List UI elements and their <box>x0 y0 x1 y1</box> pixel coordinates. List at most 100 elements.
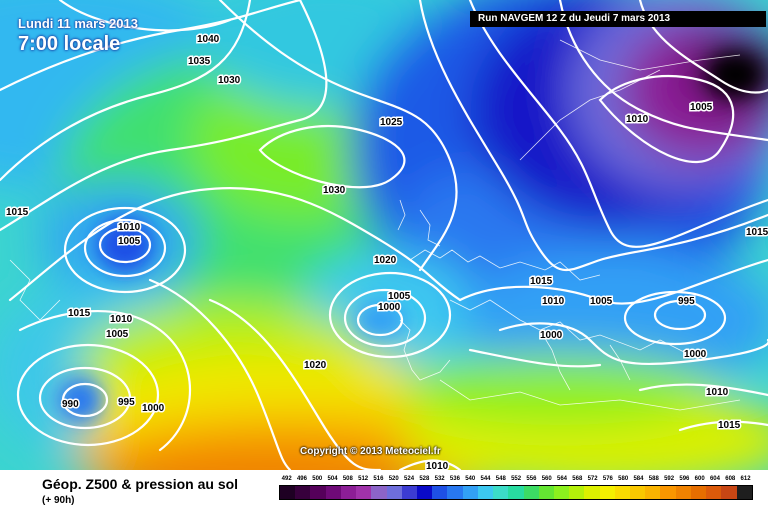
isobar-label: 1005 <box>118 236 141 247</box>
footer-bar: Géop. Z500 & pression au sol (+ 90h) 492… <box>0 470 768 512</box>
isobars <box>0 0 768 470</box>
model-run-banner: Run NAVGEM 12 Z du Jeudi 7 mars 2013 <box>470 11 766 27</box>
legend-tick-604: 604 <box>709 476 720 482</box>
isobar-label: 1025 <box>380 117 403 128</box>
legend-tick-600: 600 <box>694 476 705 482</box>
legend-swatch-528 <box>416 486 433 499</box>
legend-tick-544: 544 <box>480 476 491 482</box>
legend-tick-592: 592 <box>664 476 675 482</box>
isobar-label: 1005 <box>590 296 613 307</box>
isobar-label: 1010 <box>626 114 649 125</box>
isobar-label: 1010 <box>118 222 141 233</box>
legend-tick-516: 516 <box>373 476 384 482</box>
legend-tick-548: 548 <box>495 476 506 482</box>
legend-swatch-500 <box>310 486 326 499</box>
legend-tick-500: 500 <box>312 476 323 482</box>
legend-swatch-548 <box>493 486 509 499</box>
legend-tick-560: 560 <box>541 476 552 482</box>
isobar-label: 1020 <box>374 255 397 266</box>
isobar-label: 995 <box>118 397 135 408</box>
legend-swatch-572 <box>584 486 600 499</box>
legend-swatch-516 <box>371 486 387 499</box>
legend-swatch-492 <box>280 486 296 499</box>
isobar-label: 1040 <box>197 34 220 45</box>
isobar-label: 1010 <box>426 461 449 470</box>
legend-tick-576: 576 <box>602 476 613 482</box>
isobar-label: 1015 <box>6 207 29 218</box>
legend-swatch-588 <box>645 486 661 499</box>
z500-color-field <box>0 0 768 470</box>
legend-swatch-496 <box>295 486 311 499</box>
map-title: Géop. Z500 & pression au sol <box>42 476 239 492</box>
legend-tick-580: 580 <box>618 476 629 482</box>
legend-tick-524: 524 <box>404 476 415 482</box>
isobar-label: 1000 <box>378 302 401 313</box>
legend-tick-552: 552 <box>511 476 522 482</box>
legend-swatch-564 <box>553 486 570 499</box>
copyright-notice: Copyright © 2013 Meteociel.fr <box>300 446 441 457</box>
forecast-time: 7:00 locale <box>18 33 121 55</box>
legend-swatch-544 <box>477 486 494 499</box>
legend-swatch-600 <box>690 486 707 499</box>
legend-tick-504: 504 <box>327 476 338 482</box>
legend-tick-556: 556 <box>526 476 537 482</box>
legend-swatch-560 <box>538 486 554 499</box>
legend-swatch-536 <box>447 486 463 499</box>
geopotential-map: 1040 1035 1030 1025 1030 1015 1010 1005 … <box>0 0 768 470</box>
legend-swatch-552 <box>508 486 524 499</box>
isobar-label: 1000 <box>142 403 165 414</box>
isobar-label: 1015 <box>68 308 91 319</box>
isobar-label: 1030 <box>323 185 346 196</box>
legend-swatch-568 <box>569 486 585 499</box>
isobar-label: 1010 <box>542 296 565 307</box>
legend-tick-532: 532 <box>434 476 445 482</box>
isobar-label: 1015 <box>530 276 553 287</box>
legend-tick-528: 528 <box>419 476 430 482</box>
legend-swatch-608 <box>721 486 737 499</box>
isobar-label: 1010 <box>110 314 133 325</box>
legend-swatch-504 <box>325 486 341 499</box>
forecast-date: Lundi 11 mars 2013 <box>18 16 138 31</box>
legend-tick-496: 496 <box>296 476 307 482</box>
legend-tick-612: 612 <box>740 476 751 482</box>
isobar-label: 1005 <box>106 329 129 340</box>
legend-tick-labels: 492 496 500 504 508 512 516 520 524 528 532 536 540 5… <box>279 473 753 485</box>
legend-tick-564: 564 <box>556 476 567 482</box>
isobar-label: 1030 <box>218 75 241 86</box>
isobar-label: 1015 <box>718 420 741 431</box>
legend-tick-540: 540 <box>465 476 476 482</box>
legend-tick-508: 508 <box>342 476 353 482</box>
legend-swatch-524 <box>401 486 417 499</box>
isobar-label: 1035 <box>188 56 211 67</box>
isobar-label: 995 <box>678 296 695 307</box>
legend-swatch-604 <box>706 486 722 499</box>
legend-tick-596: 596 <box>679 476 690 482</box>
coastlines <box>9 39 741 411</box>
legend-tick-536: 536 <box>449 476 460 482</box>
isobar-label: 990 <box>62 399 79 410</box>
color-scale-legend: 492 496 500 504 508 512 516 520 524 528 532 536 540 5… <box>279 473 753 500</box>
legend-swatch-584 <box>630 486 646 499</box>
legend-tick-608: 608 <box>725 476 736 482</box>
legend-swatch-556 <box>523 486 539 499</box>
legend-swatches <box>279 485 753 500</box>
legend-swatch-520 <box>386 486 402 499</box>
legend-swatch-512 <box>356 486 372 499</box>
isobar-labels: 1040 1035 1030 1025 1030 1015 1010 1005 … <box>5 33 768 471</box>
isobar-label: 1005 <box>690 102 713 113</box>
legend-tick-568: 568 <box>572 476 583 482</box>
legend-swatch-532 <box>432 486 448 499</box>
legend-swatch-592 <box>660 486 676 499</box>
legend-swatch-596 <box>675 486 691 499</box>
isobar-label: 1015 <box>746 227 768 238</box>
legend-tick-520: 520 <box>388 476 399 482</box>
isobar-label: 1000 <box>684 349 707 360</box>
legend-swatch-540 <box>462 486 478 499</box>
legend-tick-584: 584 <box>633 476 644 482</box>
legend-tick-588: 588 <box>648 476 659 482</box>
legend-tick-492: 492 <box>281 476 292 482</box>
isobar-label: 1000 <box>540 330 563 341</box>
legend-swatch-508 <box>340 486 357 499</box>
legend-swatch-612 <box>736 486 752 499</box>
